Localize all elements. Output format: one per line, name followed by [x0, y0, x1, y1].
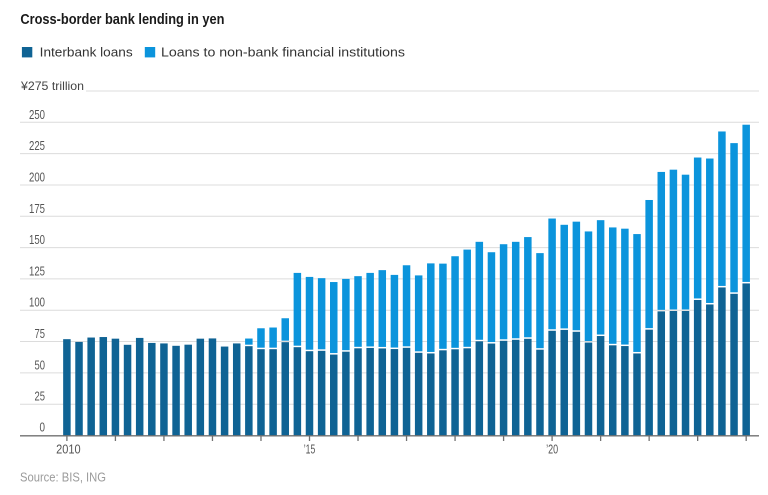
svg-text:200: 200: [29, 171, 45, 185]
svg-text:75: 75: [35, 327, 46, 341]
svg-text:225: 225: [29, 139, 45, 153]
svg-text:Source: BIS, ING: Source: BIS, ING: [20, 471, 106, 485]
svg-text:250: 250: [29, 108, 45, 122]
svg-text:100: 100: [29, 296, 45, 310]
svg-text:Interbank loans: Interbank loans: [40, 45, 134, 60]
svg-text:Loans to non-bank financial in: Loans to non-bank financial institutions: [161, 45, 406, 60]
svg-text:50: 50: [35, 358, 46, 372]
svg-text:0: 0: [40, 421, 46, 435]
svg-text:150: 150: [29, 233, 45, 247]
svg-text:25: 25: [35, 390, 46, 404]
svg-text:175: 175: [29, 202, 45, 216]
svg-text:¥275 trillion: ¥275 trillion: [20, 79, 84, 93]
svg-text:2010: 2010: [56, 442, 81, 456]
svg-text:125: 125: [29, 264, 45, 278]
svg-text:’20: ’20: [546, 442, 558, 456]
svg-text:Cross-border bank lending in y: Cross-border bank lending in yen: [20, 12, 224, 28]
svg-text:’15: ’15: [304, 442, 316, 456]
